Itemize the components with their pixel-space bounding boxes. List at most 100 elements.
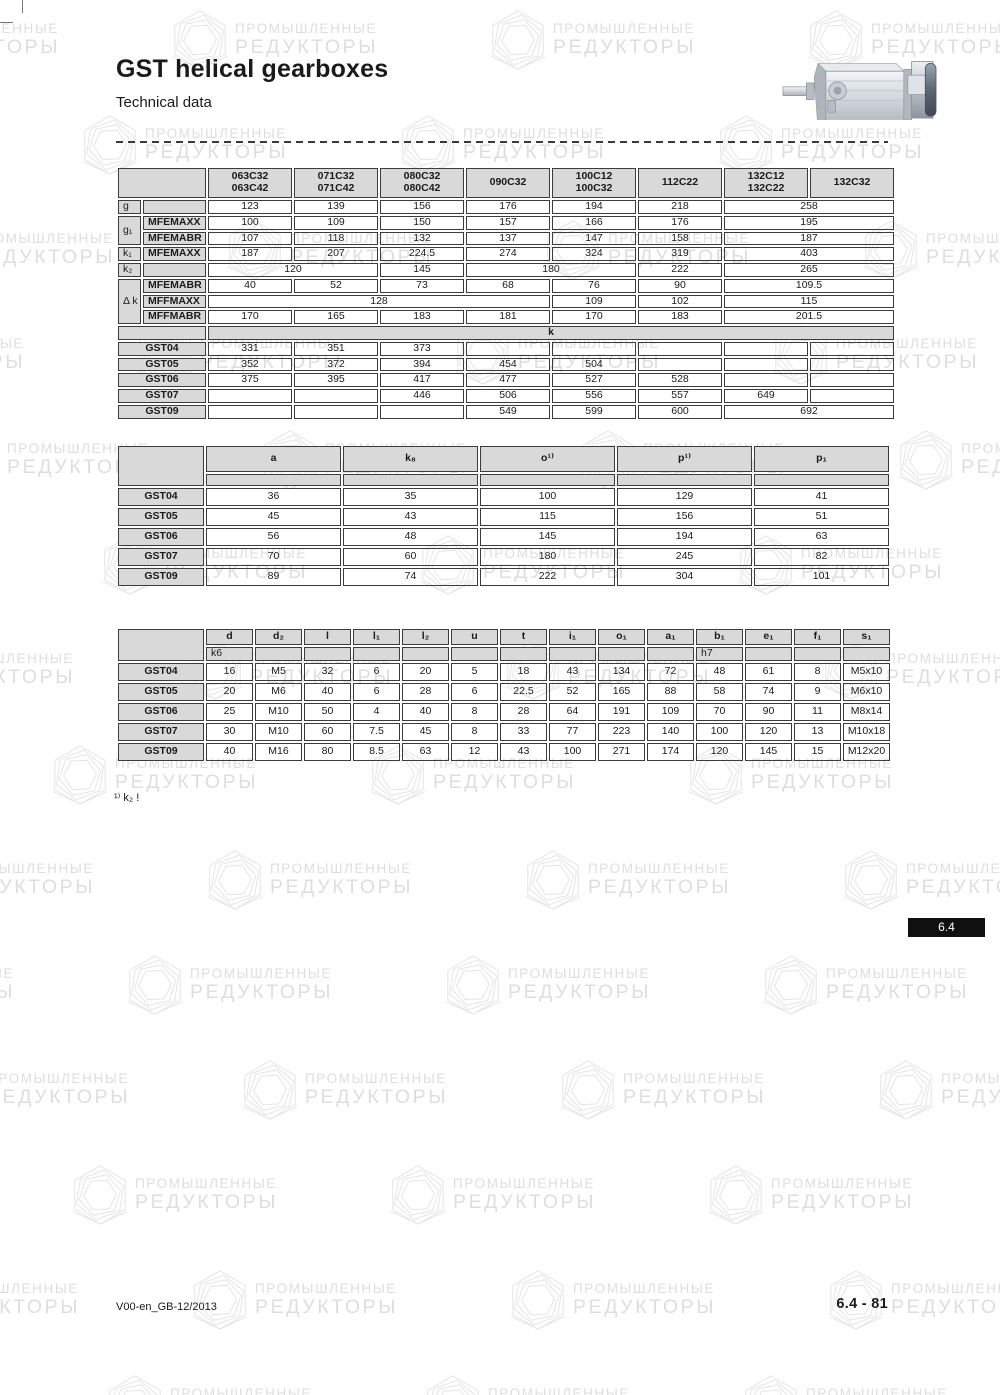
table-cell: 271: [598, 743, 645, 761]
table-cell: 373: [380, 341, 464, 356]
table-cell: 319: [638, 247, 722, 261]
table-cell: MFFMAXX: [143, 294, 206, 309]
table-cell: M16: [255, 743, 302, 761]
table-cell: 245: [617, 548, 752, 566]
table-row: k₁ MFEMAXX 187 207 224.5 274 324 319 403: [118, 247, 894, 261]
table1: 063C32 063C42 071C32 071C42 080C32 080C42 0…: [116, 166, 896, 421]
hexagon-logo-icon: [0, 428, 4, 492]
table-cell: 8: [794, 663, 841, 681]
table-cell: 165: [598, 683, 645, 701]
table-cell: i₁: [549, 629, 596, 645]
table-cell: [843, 647, 890, 661]
table-cell: 33: [500, 723, 547, 741]
table-cell: M6x10: [843, 683, 890, 701]
hexagon-logo-icon: [127, 955, 183, 1015]
table-cell: [304, 647, 351, 661]
table-cell: GST04: [118, 663, 204, 681]
table-cell: GST04: [118, 488, 204, 506]
table-cell: [380, 404, 464, 419]
table-cell: [724, 357, 808, 372]
table-cell: 417: [380, 373, 464, 387]
table-cell: 90: [638, 278, 722, 293]
table-cell: 207: [294, 247, 378, 261]
table-cell: 77: [549, 723, 596, 741]
table-cell: 549: [466, 404, 550, 419]
table-cell: 080C32 080C42: [380, 168, 464, 198]
table-cell: 180: [480, 548, 615, 566]
table-cell: 40: [206, 743, 253, 761]
table-cell: k₂: [118, 263, 141, 277]
table-cell: 129: [617, 488, 752, 506]
footnote: ¹⁾ k₂ !: [114, 792, 140, 804]
table-row: GST09 89 74 222 304 101: [118, 568, 889, 586]
table-cell: 40: [208, 278, 292, 293]
table-cell: 527: [552, 373, 636, 387]
table-cell: 70: [696, 703, 743, 721]
table-cell: GST04: [118, 341, 206, 356]
hexagon-logo-icon: [427, 1375, 479, 1395]
table-cell: 4: [353, 703, 400, 721]
table-cell: d₂: [255, 629, 302, 645]
hexagon-logo-icon: [745, 1375, 797, 1395]
table-row: MFFMABR 170 165 183 181 170 183 201.5: [118, 310, 894, 324]
table-cell: 63: [754, 528, 889, 546]
table-cell: 194: [617, 528, 752, 546]
table-cell: 120: [208, 263, 378, 277]
table-cell: 109: [647, 703, 694, 721]
table-row: Δ k MFEMABR 40 52 73 68 76 90 109.5: [118, 278, 894, 324]
table-cell: [794, 647, 841, 661]
table-cell: 109: [294, 215, 378, 230]
hexagon-logo-icon: [843, 850, 899, 910]
table-cell: GST09: [118, 568, 204, 586]
table-cell: [208, 404, 292, 419]
table-cell: 120: [745, 723, 792, 741]
table-cell: 28: [500, 703, 547, 721]
table-cell: 16: [206, 663, 253, 681]
table-cell: 556: [552, 389, 636, 403]
table-cell: 145: [480, 528, 615, 546]
table-cell: 145: [380, 263, 464, 277]
table-row: MFFMAXX 128 109 102 115: [118, 294, 894, 309]
table-cell: 123: [208, 200, 292, 214]
hexagon-logo-icon: [109, 1375, 161, 1395]
table-cell: 128: [208, 294, 550, 309]
table-cell: MFEMAXX: [143, 247, 206, 261]
table-cell: [754, 474, 889, 486]
table-cell: 132: [380, 231, 464, 246]
table-cell: 157: [466, 215, 550, 230]
table-cell: [451, 647, 498, 661]
dimensions-table-main: 063C32 063C42 071C32 071C42 080C32 080C42 0…: [116, 166, 896, 421]
table-cell: [118, 168, 206, 198]
table-cell: 180: [466, 263, 636, 277]
section-badge: 6.4: [908, 918, 985, 937]
table-cell: p₁: [754, 446, 889, 472]
table-cell: f₁: [794, 629, 841, 645]
table-row: GST05 20 M6 40 6 28 6 22.5 52 165 88 58 74 9 M6x10: [118, 683, 890, 701]
table-cell: [118, 446, 204, 486]
table-cell: 600: [638, 404, 722, 419]
table-cell: 324: [552, 247, 636, 261]
table-cell: s₁: [843, 629, 890, 645]
table-cell: 8.5: [353, 743, 400, 761]
table-cell: 11: [794, 703, 841, 721]
table-cell: MFEMABR: [143, 278, 206, 293]
table-cell: 071C32 071C42: [294, 168, 378, 198]
table-cell: M10x18: [843, 723, 890, 741]
dashed-divider: [116, 141, 888, 143]
table-cell: 56: [206, 528, 341, 546]
table-cell: [810, 357, 894, 372]
table-cell: [255, 647, 302, 661]
table-cell: [638, 341, 722, 356]
